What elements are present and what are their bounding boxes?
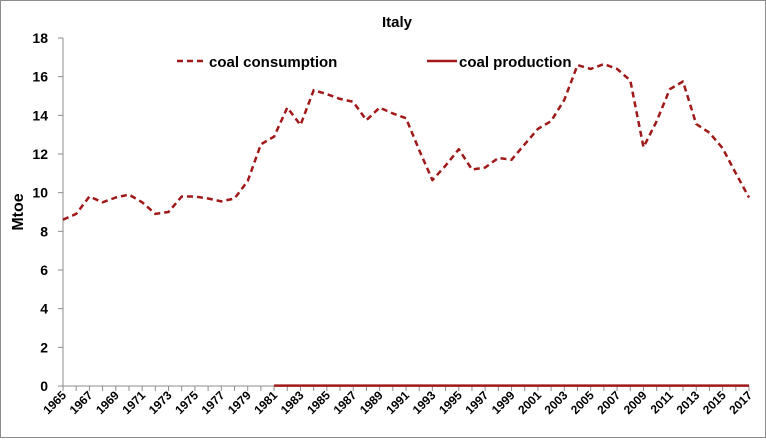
y-tick-label: 12 bbox=[32, 146, 48, 162]
y-tick-label: 14 bbox=[32, 107, 48, 123]
x-tick-label: 2009 bbox=[621, 388, 650, 417]
x-tick-label: 1991 bbox=[383, 388, 412, 417]
x-tick-label: 2015 bbox=[700, 388, 729, 417]
y-axis-label: Mtoe bbox=[10, 193, 27, 230]
series-line-coal-consumption bbox=[62, 62, 751, 221]
x-tick-label: 1983 bbox=[278, 388, 307, 417]
x-ticks: 1965196719691971197319751977197919811983… bbox=[40, 386, 755, 417]
y-tick-label: 16 bbox=[32, 69, 48, 85]
x-tick-label: 2017 bbox=[726, 388, 755, 417]
x-tick-label: 1993 bbox=[410, 388, 439, 417]
y-tick-label: 4 bbox=[40, 301, 48, 317]
x-tick-label: 2001 bbox=[515, 388, 544, 417]
x-tick-label: 2011 bbox=[648, 388, 677, 417]
x-tick-label: 2007 bbox=[594, 388, 623, 417]
x-tick-label: 1969 bbox=[93, 388, 122, 417]
x-tick-label: 1971 bbox=[119, 388, 148, 417]
x-tick-label: 1979 bbox=[225, 388, 254, 417]
x-tick-label: 1987 bbox=[331, 388, 360, 417]
x-tick-label: 1997 bbox=[462, 388, 491, 417]
x-tick-label: 1973 bbox=[146, 388, 175, 417]
x-tick-label: 1981 bbox=[251, 388, 280, 417]
x-tick-label: 1967 bbox=[67, 388, 96, 417]
series-lines bbox=[62, 62, 751, 387]
x-tick-label: 1995 bbox=[436, 388, 465, 417]
x-tick-label: 1999 bbox=[489, 388, 518, 417]
x-tick-label: 1977 bbox=[199, 388, 228, 417]
x-tick-label: 1975 bbox=[172, 388, 201, 417]
y-tick-label: 10 bbox=[32, 185, 48, 201]
y-tick-label: 8 bbox=[40, 223, 48, 239]
y-ticks: 0 2 4 6 8 10 12 14 16 18 bbox=[32, 30, 63, 394]
legend-label-consumption: coal consumption bbox=[209, 54, 337, 71]
y-tick-label: 0 bbox=[40, 378, 48, 394]
y-tick-label: 18 bbox=[32, 30, 48, 46]
legend: coal consumption coal production bbox=[177, 54, 572, 71]
x-tick-label: 2005 bbox=[568, 388, 597, 417]
y-tick-label: 2 bbox=[40, 339, 48, 355]
legend-label-production: coal production bbox=[459, 54, 572, 71]
x-tick-label: 2013 bbox=[674, 388, 703, 417]
chart-title: Italy bbox=[382, 14, 413, 31]
x-tick-label: 1989 bbox=[357, 388, 386, 417]
x-tick-label: 1985 bbox=[304, 388, 333, 417]
x-tick-label: 2003 bbox=[542, 388, 571, 417]
y-tick-label: 6 bbox=[40, 262, 48, 278]
